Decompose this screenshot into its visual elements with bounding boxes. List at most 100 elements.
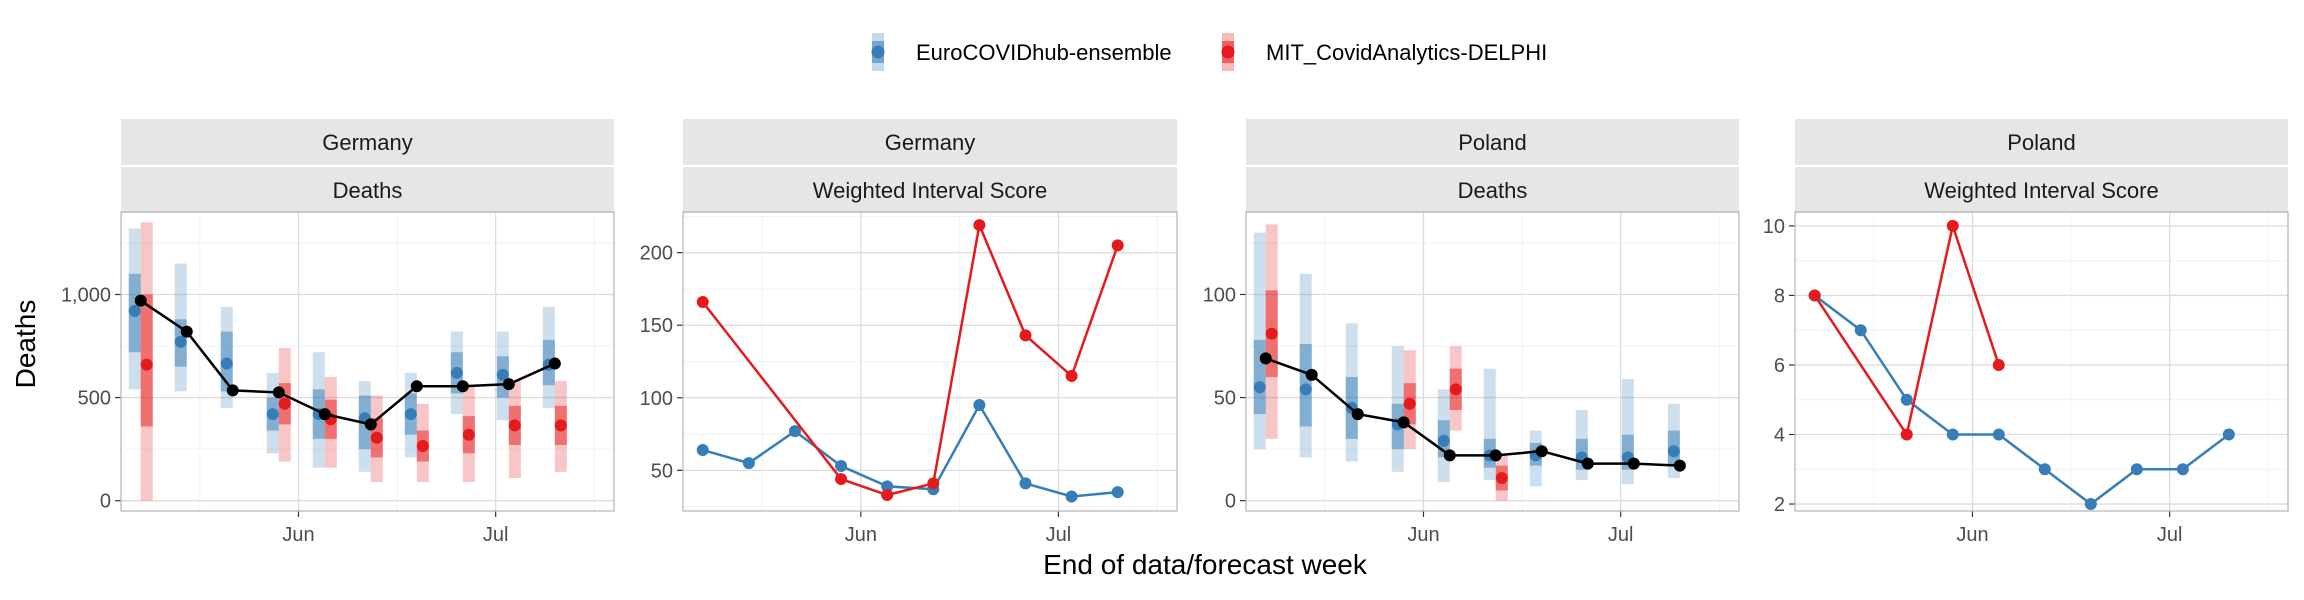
- y-tick-label: 8: [1774, 285, 1785, 307]
- series-point: [973, 219, 986, 232]
- forecast-ensemble: [128, 228, 555, 472]
- forecast-median-point: [416, 440, 429, 453]
- x-tick-label: Jun: [1956, 524, 1988, 546]
- series-point: [973, 399, 986, 412]
- panel-4: Poland Weighted Interval Score 2 4 6 8 10 Jun Ju…: [1763, 119, 2289, 546]
- series-point: [2084, 498, 2097, 511]
- series-ensemble: [696, 399, 1124, 503]
- x-tick-label: Jul: [483, 524, 509, 546]
- x-tick-label: Jul: [1046, 524, 1072, 546]
- series-point: [1808, 289, 1821, 302]
- series-point: [1946, 428, 1959, 441]
- panel-border: [1245, 211, 1740, 512]
- series-point: [1900, 393, 1913, 406]
- facet-strip-label: Poland: [2007, 130, 2076, 155]
- series-point: [2038, 463, 2051, 476]
- forecast-median-point: [1449, 383, 1462, 396]
- facet-strip-label: Deaths: [333, 178, 403, 203]
- forecast-median-point: [370, 431, 383, 444]
- forecast-median-point: [404, 408, 417, 421]
- series-point: [1019, 477, 1032, 490]
- facet-strip-label: Germany: [322, 130, 412, 155]
- series-point: [835, 460, 848, 473]
- panel-2: Germany Weighted Interval Score 50 100 150 20…: [640, 119, 1178, 546]
- y-tick-label: 200: [640, 243, 673, 265]
- forecast-median-point: [128, 304, 141, 317]
- facet-strip-label: Weighted Interval Score: [813, 178, 1047, 203]
- observed-line: [1265, 357, 1680, 467]
- panel-3: Poland Deaths 0 50 100 Jun Jul: [1203, 119, 1740, 546]
- series-point: [1111, 486, 1124, 499]
- forecast-median-point: [278, 397, 291, 410]
- observed-point: [1581, 457, 1594, 470]
- y-axis-title: Deaths: [10, 300, 41, 389]
- facet-strip-bg: [1246, 167, 1739, 213]
- observed-point: [1443, 449, 1456, 462]
- series-line: [1813, 294, 2230, 506]
- series-line: [701, 220, 1119, 497]
- observed-point: [1351, 408, 1364, 421]
- observed-point: [1535, 445, 1548, 458]
- forecast-median-point: [1495, 472, 1508, 485]
- forecast-median-point: [554, 419, 567, 432]
- y-tick-label: 0: [1225, 491, 1236, 513]
- series-point: [1992, 358, 2005, 371]
- forecast-median-point: [1265, 327, 1278, 340]
- legend-item: MIT_CovidAnalytics-DELPHI: [1221, 33, 1547, 71]
- x-tick-label: Jun: [1407, 524, 1439, 546]
- facet-strip-label: Germany: [885, 130, 975, 155]
- x-tick-label: Jul: [2157, 524, 2183, 546]
- series-point: [1900, 428, 1913, 441]
- observed-point: [1489, 449, 1502, 462]
- forecast-median-point: [140, 358, 153, 371]
- series-point: [1065, 490, 1078, 503]
- facet-strip-bg: [121, 119, 614, 165]
- observed-point: [456, 380, 469, 393]
- series-point: [881, 489, 894, 502]
- legend-key-point: [871, 45, 885, 59]
- facet-strip-bg: [683, 119, 1177, 165]
- y-tick-label: 100: [1203, 284, 1236, 306]
- panel-border: [682, 211, 1178, 512]
- facet-strip-label: Weighted Interval Score: [1924, 178, 2158, 203]
- y-tick-label: 50: [651, 460, 673, 482]
- observed-line: [140, 299, 556, 426]
- x-tick-label: Jun: [845, 524, 877, 546]
- legend-key-point: [1221, 45, 1235, 59]
- series-point: [2176, 463, 2189, 476]
- series-point: [2130, 463, 2143, 476]
- legend-item: EuroCOVIDhub-ensemble: [871, 33, 1172, 71]
- observed-point: [364, 418, 377, 431]
- facet-strip-label: Deaths: [1458, 178, 1528, 203]
- forecast-interval-50: [1253, 339, 1266, 415]
- y-tick-label: 500: [78, 388, 111, 410]
- observed-point: [1673, 459, 1686, 472]
- x-axis-title: End of data/forecast week: [1043, 549, 1368, 580]
- series-delphi: [696, 219, 1124, 502]
- forecast-median-point: [220, 357, 233, 370]
- observed-point: [318, 408, 331, 421]
- observed-point: [180, 325, 193, 338]
- series-point: [1992, 428, 2005, 441]
- series-point: [1111, 239, 1124, 252]
- forecast-median-point: [1667, 445, 1680, 458]
- series-point: [1946, 219, 1959, 232]
- observed-point: [1397, 416, 1410, 429]
- observed-point: [226, 384, 239, 397]
- observed-point: [272, 386, 285, 399]
- series-point: [788, 425, 801, 438]
- y-tick-label: 6: [1774, 355, 1785, 377]
- series-point: [835, 473, 848, 486]
- panel-1: Germany Deaths 0 500 1,000 Jun Jul: [61, 119, 615, 546]
- facet-strip-bg: [683, 167, 1177, 213]
- series-point: [881, 480, 894, 493]
- observed-point: [502, 378, 515, 391]
- series-point: [1854, 324, 1867, 337]
- legend-label: MIT_CovidAnalytics-DELPHI: [1266, 40, 1547, 65]
- forecast-median-point: [496, 368, 509, 381]
- observed-point: [410, 380, 423, 393]
- facet-strip-bg: [121, 167, 614, 213]
- forecast-median-point: [1437, 434, 1450, 447]
- facet-strip-bg: [1246, 119, 1739, 165]
- observed-point: [1627, 457, 1640, 470]
